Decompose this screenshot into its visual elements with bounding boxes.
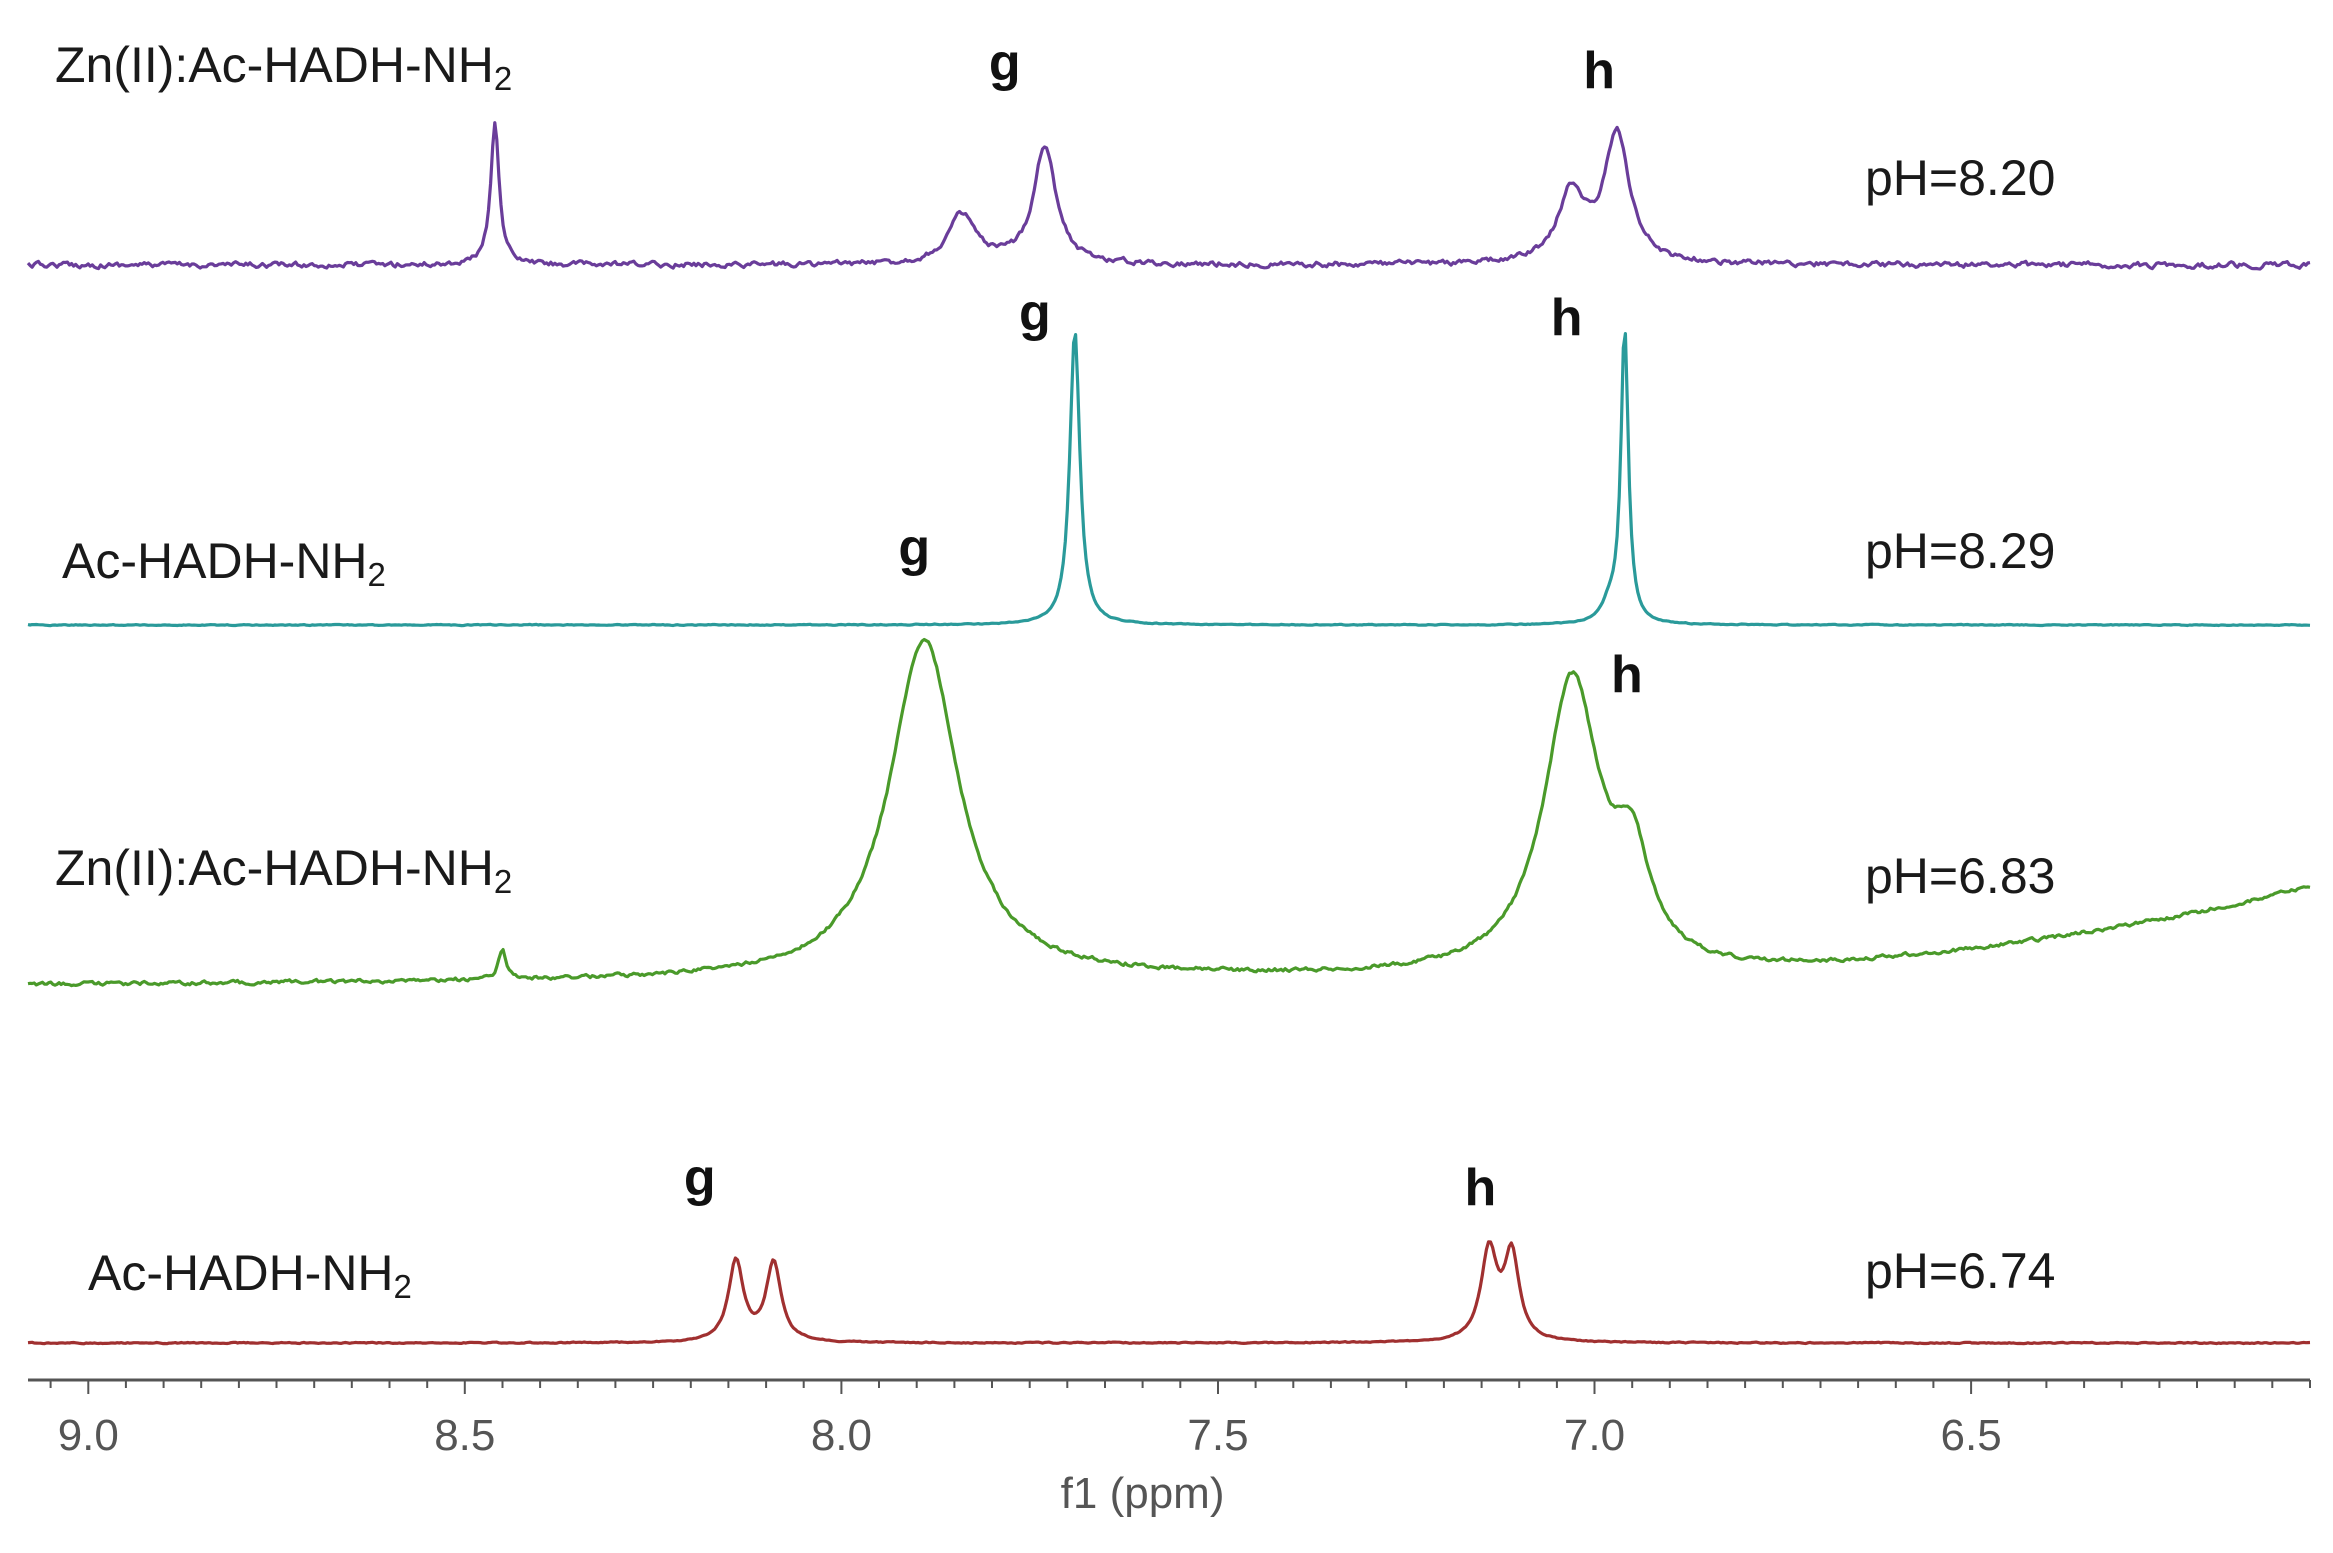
spectrum-line-3 bbox=[27, 637, 2311, 988]
x-axis: 9.0 8.5 8.0 7.5 7.0 6.5 f1 (ppm) bbox=[28, 1378, 2311, 1518]
x-tick-label-7-5: 7.5 bbox=[1187, 1411, 1248, 1460]
spectrum-line-2 bbox=[27, 332, 2311, 628]
peak-label-h-2: h bbox=[1551, 289, 1583, 347]
peak-label-g-3: g bbox=[898, 519, 930, 577]
ph-label-3: pH=6.83 bbox=[1865, 848, 2055, 904]
sample-label-1: Zn(II):Ac-HADH-NH2 bbox=[55, 37, 512, 97]
ph-label-4: pH=6.74 bbox=[1865, 1243, 2055, 1299]
sample-label-4: Ac-HADH-NH2 bbox=[88, 1245, 412, 1305]
spectra-layer bbox=[26, 121, 2311, 1346]
peak-label-g-1: g bbox=[989, 34, 1021, 92]
ph-label-1: pH=8.20 bbox=[1865, 150, 2055, 206]
sample-label-2: Ac-HADH-NH2 bbox=[62, 533, 386, 593]
spectrum-line-1 bbox=[26, 121, 2311, 271]
x-tick-label-8-0: 8.0 bbox=[811, 1411, 872, 1460]
x-axis-title: f1 (ppm) bbox=[1061, 1469, 1225, 1518]
peak-label-g-2: g bbox=[1019, 284, 1051, 342]
sample-label-3: Zn(II):Ac-HADH-NH2 bbox=[55, 840, 512, 900]
labels-layer: Zn(II):Ac-HADH-NH2 pH=8.20 g h Ac-HADH-NH2 pH… bbox=[55, 34, 2055, 1305]
x-tick-label-9-0: 9.0 bbox=[58, 1411, 119, 1460]
ph-label-2: pH=8.29 bbox=[1865, 523, 2055, 579]
x-tick-label-7-0: 7.0 bbox=[1564, 1411, 1625, 1460]
spectrum-line-4 bbox=[27, 1240, 2311, 1346]
peak-label-g-4: g bbox=[684, 1149, 716, 1207]
x-tick-label-8-5: 8.5 bbox=[434, 1411, 495, 1460]
peak-label-h-1: h bbox=[1583, 42, 1615, 100]
peak-label-h-4: h bbox=[1465, 1159, 1497, 1217]
peak-label-h-3: h bbox=[1611, 646, 1643, 704]
x-tick-label-6-5: 6.5 bbox=[1941, 1411, 2002, 1460]
